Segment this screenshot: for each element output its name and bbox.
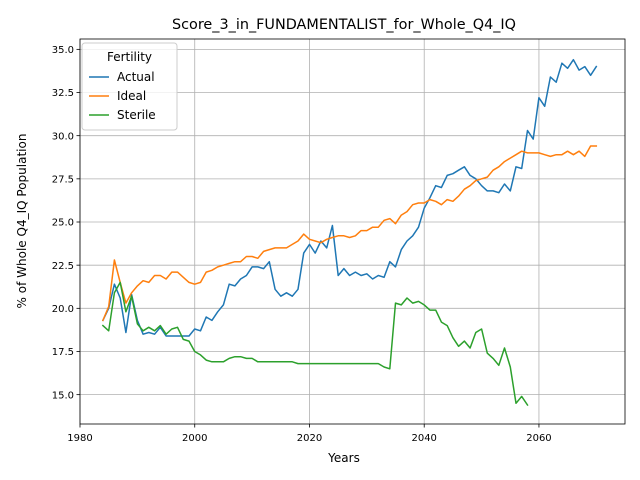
legend-title: Fertility [107,50,152,64]
x-tick-label: 2060 [526,433,551,444]
plot-frame [79,38,626,425]
y-tick-label: 17.5 [52,347,74,358]
y-tick-label: 22.5 [52,261,74,272]
y-tick-label: 15.0 [52,390,74,401]
y-tick-label: 20.0 [52,304,74,315]
legend-label-actual: Actual [117,70,155,84]
y-tick-label: 32.5 [52,88,74,99]
series-line-sterile [101,281,529,407]
y-tick-label: 35.0 [52,45,74,56]
x-tick-label: 2040 [411,433,436,444]
chart-title: Score_3_in_FUNDAMENTALIST_for_Whole_Q4_I… [172,17,516,33]
y-axis-label: % of Whole Q4_IQ Population [15,134,29,309]
series-line-actual [101,58,598,337]
x-axis: 1980 2000 2020 2040 2060 [67,424,552,444]
y-tick-label: 30.0 [52,131,74,142]
series-line-ideal [101,145,598,322]
series-lines [101,58,598,407]
legend-label-ideal: Ideal [117,89,146,103]
x-axis-label: Years [327,451,360,465]
legend-label-sterile: Sterile [117,108,156,122]
y-axis: 15.0 17.5 20.0 22.5 25.0 27.5 30.0 32.5 35.0 [52,45,80,401]
y-tick-label: 27.5 [52,174,74,185]
x-tick-label: 1980 [67,433,92,444]
legend-box [81,42,178,131]
grid [79,39,625,424]
legend: Fertility Actual Ideal Sterile [81,42,178,131]
x-tick-label: 2000 [182,433,207,444]
legend-entries: Actual Ideal Sterile [89,70,156,122]
y-tick-label: 25.0 [52,218,74,229]
x-tick-label: 2020 [297,433,322,444]
